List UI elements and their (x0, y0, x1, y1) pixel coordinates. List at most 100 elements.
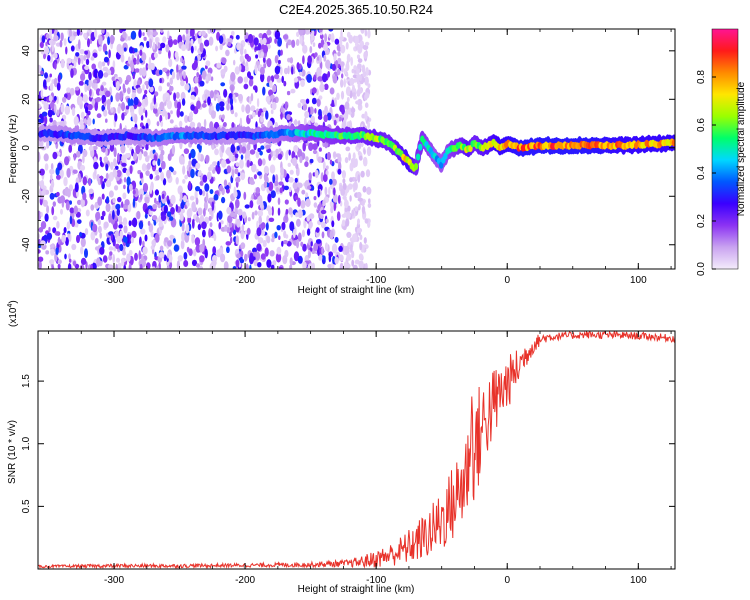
spectrogram-noise-cell (229, 231, 232, 237)
spectrogram-noise-cell (150, 63, 155, 71)
spectrogram-noise-cell (260, 253, 266, 260)
spectrogram-noise-cell (219, 43, 223, 51)
spectrogram-noise-cell (286, 90, 291, 96)
spectrogram-ridge-cell (413, 163, 419, 170)
spectrogram-noise-cell (75, 86, 80, 91)
spectrogram-noise-cell (103, 109, 108, 117)
spectrogram-noise-cell (181, 44, 187, 52)
spectrogram-noise-cell (311, 185, 315, 191)
spectrogram-noise-cell (197, 151, 201, 161)
spectrogram-noise-cell (71, 107, 76, 117)
spectrogram-noise-cell (292, 228, 296, 239)
spectrogram-noise-cell (309, 158, 314, 164)
spectrogram-noise-cell (227, 215, 233, 224)
snr-x-tick-label: -200 (235, 575, 255, 586)
spectrogram-noise-cell (55, 247, 59, 255)
spectrogram-noise-cell (297, 148, 303, 158)
spectrogram-noise-cell (76, 199, 82, 205)
snr-multiplier-label: (x104) (7, 300, 19, 327)
spectrogram-noise-cell (364, 92, 370, 99)
spectrogram-noise-cell (338, 245, 343, 252)
spectrogram-noise-cell (145, 208, 150, 215)
spectrogram-noise-cell (225, 241, 232, 246)
spectrogram-noise-cell (357, 44, 363, 54)
spectrogram-noise-cell (166, 211, 172, 218)
spectrogram-noise-cell (199, 243, 205, 253)
spectrogram-noise-cell (145, 63, 149, 71)
spectrogram-x-tick-label: 100 (630, 275, 647, 286)
spectrogram-noise-cell (291, 39, 296, 48)
spectrogram-noise-cell (257, 110, 261, 118)
spectrogram-noise-cell (245, 263, 249, 269)
spectrogram-noise-cell (352, 92, 356, 97)
spectrogram-noise-cell (204, 39, 210, 47)
spectrogram-noise-cell (103, 221, 109, 229)
spectrogram-noise-cell (121, 162, 127, 167)
spectrogram-noise-cell (46, 140, 50, 149)
spectrogram-noise-cell (310, 115, 316, 124)
spectrogram-noise-cell (66, 167, 71, 178)
spectrogram-noise-cell (361, 64, 366, 73)
spectrogram-noise-cell (209, 90, 215, 99)
spectrogram-noise-cell (211, 144, 215, 150)
spectrogram-noise-cell (287, 65, 290, 75)
spectrogram-noise-cell (125, 105, 130, 110)
spectrogram-noise-cell (243, 76, 249, 83)
spectrogram-noise-cell (78, 119, 85, 126)
spectrogram-noise-cell (78, 80, 84, 86)
spectrogram-noise-cell (105, 163, 109, 171)
spectrogram-noise-cell (283, 185, 289, 191)
spectrogram-noise-cell (132, 57, 137, 65)
spectrogram-noise-cell (368, 198, 371, 204)
spectrogram-noise-cell (154, 233, 160, 243)
spectrogram-noise-cell (266, 259, 272, 268)
spectrogram-noise-cell (308, 142, 314, 151)
spectrogram-noise-cell (51, 40, 56, 45)
spectrogram-noise-cell (199, 180, 204, 186)
spectrogram-noise-cell (279, 187, 283, 194)
spectrogram-noise-cell (53, 95, 57, 101)
spectrogram-noise-cell (220, 220, 224, 225)
snr-x-tick-label: 100 (630, 575, 647, 586)
spectrogram-noise-cell (297, 102, 302, 109)
spectrogram-noise-cell (317, 115, 323, 120)
spectrogram-noise-cell (365, 169, 371, 178)
spectrogram-noise-cell (209, 222, 213, 228)
spectrogram-noise-cell (108, 49, 111, 59)
spectrogram-noise-cell (259, 150, 263, 156)
spectrogram-noise-cell (256, 243, 262, 252)
spectrogram-noise-cell (308, 213, 315, 220)
spectrogram-noise-cell (351, 233, 358, 243)
spectrogram-noise-cell (80, 164, 86, 171)
spectrogram-noise-cell (248, 79, 254, 87)
spectrogram-noise-cell (254, 64, 258, 75)
spectrogram-noise-cell (236, 145, 240, 151)
spectrogram-noise-cell (323, 54, 327, 62)
spectrogram-noise-cell (89, 88, 92, 97)
spectrogram-noise-cell (162, 67, 168, 73)
spectrogram-noise-cell (333, 187, 336, 196)
spectrogram-noise-cell (112, 197, 116, 203)
spectrogram-noise-cell (176, 101, 182, 111)
spectrogram-noise-cell (221, 114, 225, 120)
spectrogram-noise-cell (152, 203, 158, 210)
spectrogram-noise-cell (272, 156, 276, 161)
spectrogram-noise-cell (176, 72, 180, 81)
spectrogram-noise-cell (319, 83, 325, 93)
spectrogram-noise-cell (235, 259, 240, 268)
spectrogram-noise-cell (167, 199, 171, 205)
spectrogram-noise-cell (340, 90, 345, 100)
spectrogram-noise-cell (274, 30, 281, 40)
spectrogram-noise-cell (99, 232, 102, 239)
spectrogram-noise-cell (184, 115, 189, 123)
spectrogram-noise-cell (199, 42, 204, 53)
spectrogram-noise-cell (60, 58, 65, 69)
spectrogram-noise-cell (134, 113, 138, 124)
spectrogram-noise-cell (240, 242, 246, 250)
spectrogram-noise-cell (217, 210, 223, 220)
spectrogram-noise-cell (360, 29, 365, 34)
spectrogram-noise-cell (347, 205, 351, 212)
spectrogram-noise-cell (38, 256, 44, 262)
spectrogram-noise-cell (124, 79, 129, 85)
spectrogram-noise-cell (115, 263, 118, 269)
